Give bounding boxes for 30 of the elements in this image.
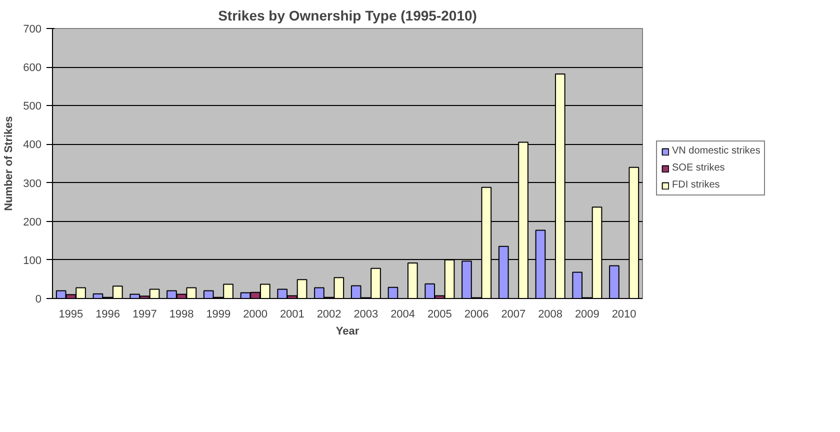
x-tick-label: 2002	[316, 308, 342, 320]
x-tick-label: 2007	[501, 308, 526, 320]
x-tick-label: 1997	[132, 308, 157, 320]
y-tick-label: 700	[23, 24, 42, 36]
x-axis-title: Year	[336, 326, 360, 338]
x-tick-label: 2003	[354, 308, 378, 320]
x-tick-label: 2006	[464, 308, 489, 320]
x-tick-label: 2005	[427, 308, 452, 320]
y-tick-label: 200	[23, 216, 42, 228]
x-tick-label: 2009	[574, 308, 600, 320]
x-tick-label: 1998	[169, 308, 194, 320]
y-tick-label: 100	[23, 254, 42, 267]
legend-label: VN domestic strikes	[672, 146, 760, 156]
chart-title: Strikes by Ownership Type (1995-2010)	[218, 8, 477, 24]
y-tick-label: 300	[23, 178, 42, 190]
x-tick-label: 1995	[58, 308, 84, 320]
legend-label: SOE strikes	[672, 162, 725, 174]
x-tick-label: 2008	[538, 308, 563, 320]
x-tick-label: 2001	[280, 308, 304, 320]
legend-label: FDI strikes	[672, 180, 720, 190]
x-tick-label: 2004	[390, 308, 416, 320]
x-tick-label: 1996	[96, 308, 120, 320]
y-tick-label: 0	[35, 294, 42, 306]
x-tick-label: 2000	[243, 308, 268, 320]
x-tick-label: 1999	[206, 308, 231, 320]
y-tick-label: 500	[23, 100, 42, 113]
x-tick-label: 2010	[612, 308, 636, 320]
y-axis-title: Number of Strikes	[3, 116, 16, 211]
y-tick-label: 400	[23, 139, 42, 152]
y-tick-label: 600	[23, 62, 42, 74]
